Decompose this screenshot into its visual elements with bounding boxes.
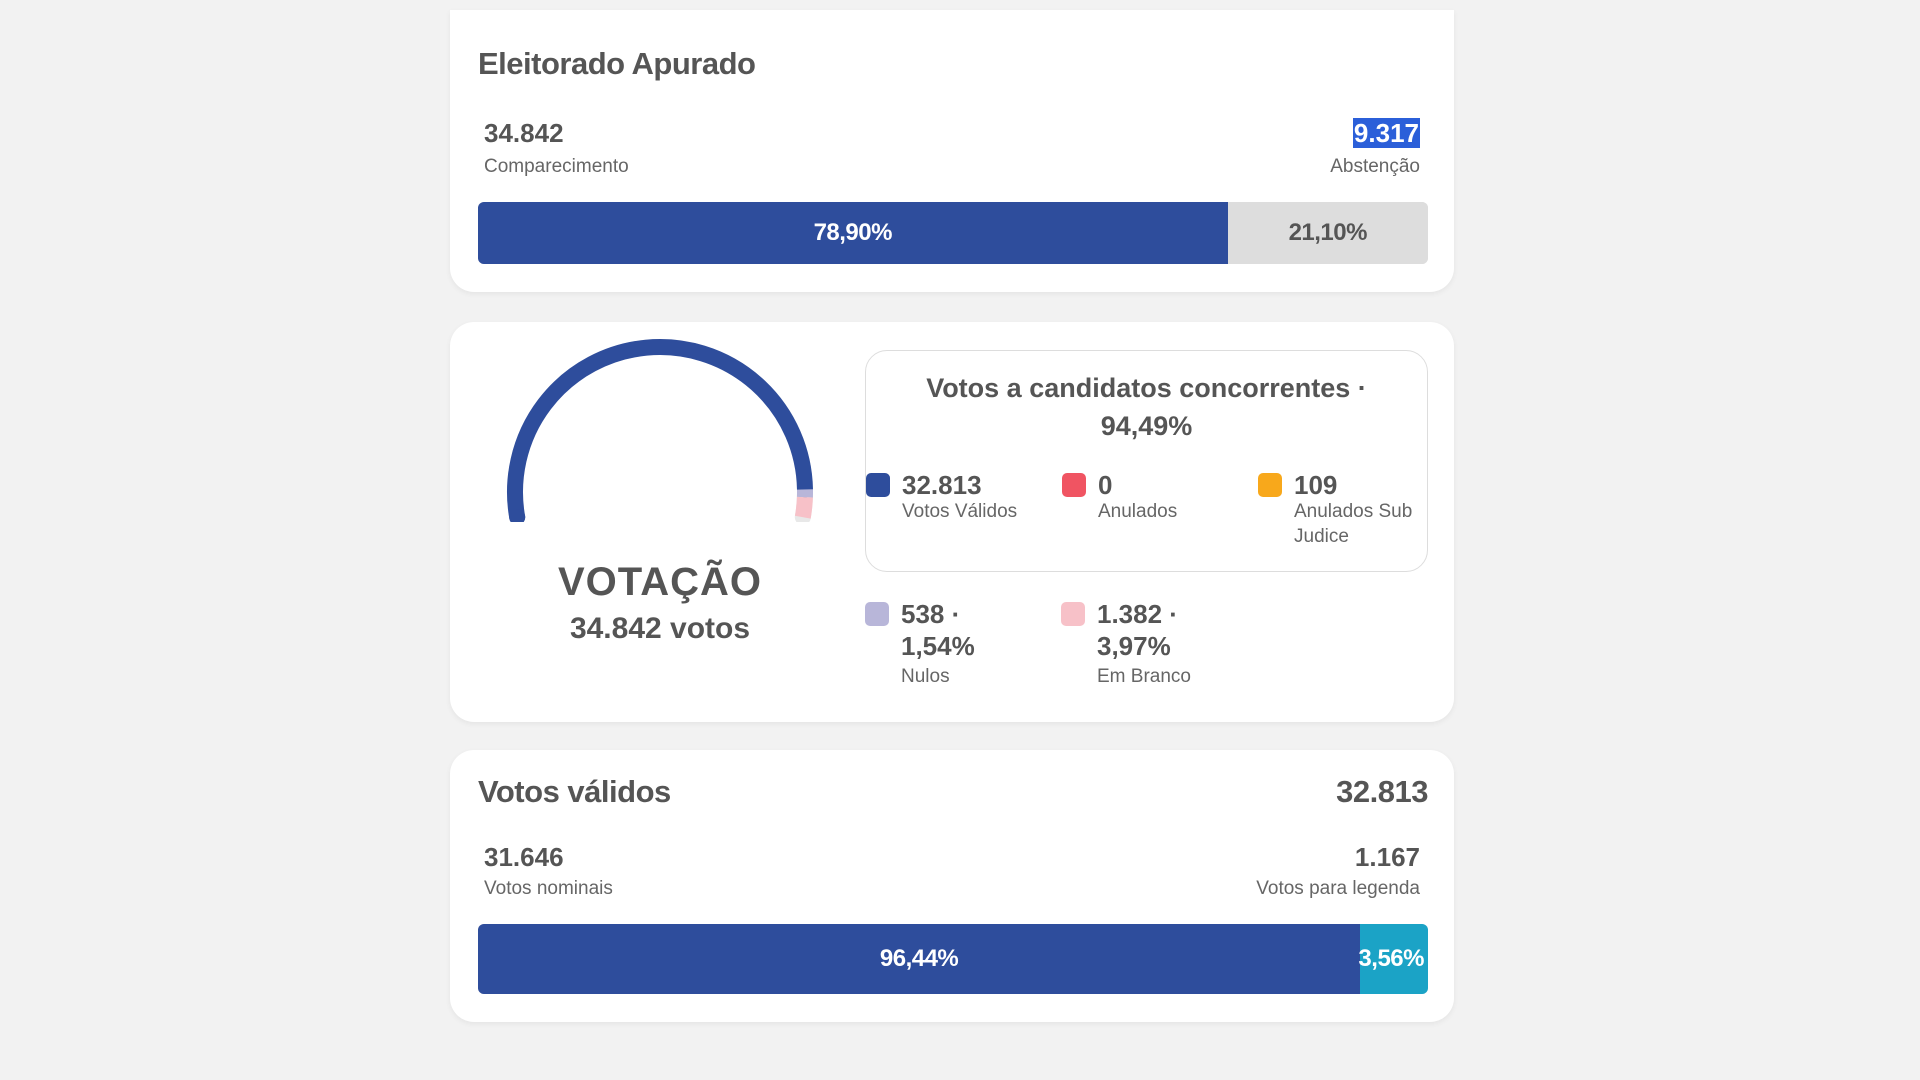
anulados-value: 0 [1098,470,1113,500]
abstencao-bar-fill: 21,10% [1227,202,1428,264]
votos-validos-card: Votos válidos 32.813 31.646 Votos nomina… [450,750,1454,1022]
comparecimento-label: Comparecimento [484,156,629,177]
votos-validos-label: Votos Válidos [902,501,1018,522]
gauge-start-cap [509,509,526,522]
votos-legenda-value: 1.167 [1354,842,1420,872]
votos-validos-bar: 96,44% 3,56% [478,924,1428,994]
em-branco-pct: 3,97% [1097,631,1171,661]
abstencao-value: 9.317 [1352,118,1420,149]
votacao-gauge [507,339,814,522]
anulados-label: Anulados [1098,501,1178,522]
nulos-value: 538 · 1,54% [901,598,975,662]
concorrentes-title-pct: 94,49% [1100,411,1193,441]
concorrentes-title: Votos a candidatos concorrentes · 94,49% [866,369,1427,445]
votos-validos-swatch [866,473,890,497]
votos-nominais-label: Votos nominais [484,878,613,899]
gauge-segment-1 [507,339,813,522]
comparecimento-bar-fill: 78,90% [478,202,1228,264]
votos-validos-total: 32.813 [1336,774,1428,809]
anulados-sub-judice-label: Anulados Sub Judice [1294,501,1413,547]
nulos-label: Nulos [901,666,950,687]
em-branco-value: 1.382 · 3,97% [1097,598,1178,662]
votacao-card: VOTAÇÃO 34.842 votos Votos a candidatos … [450,322,1454,722]
votos-legenda-label: Votos para legenda [1256,878,1420,899]
comparecimento-value: 34.842 [484,118,564,148]
eleitorado-title: Eleitorado Apurado [478,46,756,81]
concorrentes-title-line1: Votos a candidatos concorrentes · [926,373,1367,403]
abstencao-label: Abstenção [1330,156,1420,177]
gauge-segments [507,339,814,522]
comparecimento-bar: 78,90% 21,10% [478,202,1428,264]
gauge-segment-3 [794,496,813,519]
eleitorado-card: Eleitorado Apurado 34.842 Comparecimento… [450,10,1454,292]
votos-legenda-bar-fill: 3,56% [1358,924,1428,994]
em-branco-swatch [1061,602,1085,626]
votos-nominais-bar-fill: 96,44% [478,924,1361,994]
votacao-title: VOTAÇÃO [557,560,763,604]
votos-validos-title: Votos válidos [478,774,671,809]
abstencao-value-text: 9.317 [1352,118,1420,148]
anulados-sub-judice-swatch [1258,473,1282,497]
votos-nominais-value: 31.646 [484,842,564,872]
gauge-track [507,339,813,522]
em-branco-label: Em Branco [1097,666,1191,687]
nulos-count: 538 · [901,599,961,629]
concorrentes-box: Votos a candidatos concorrentes · 94,49%… [865,350,1428,572]
votos-validos-value: 32.813 [902,470,982,500]
votos-legenda-bar-pct: 3,56% [1358,945,1424,972]
nulos-pct: 1,54% [901,631,975,661]
anulados-swatch [1062,473,1086,497]
votacao-subtitle: 34.842 votos [569,612,751,645]
em-branco-count: 1.382 · [1097,599,1178,629]
anulados-sub-judice-value: 109 [1294,470,1338,500]
nulos-swatch [865,602,889,626]
